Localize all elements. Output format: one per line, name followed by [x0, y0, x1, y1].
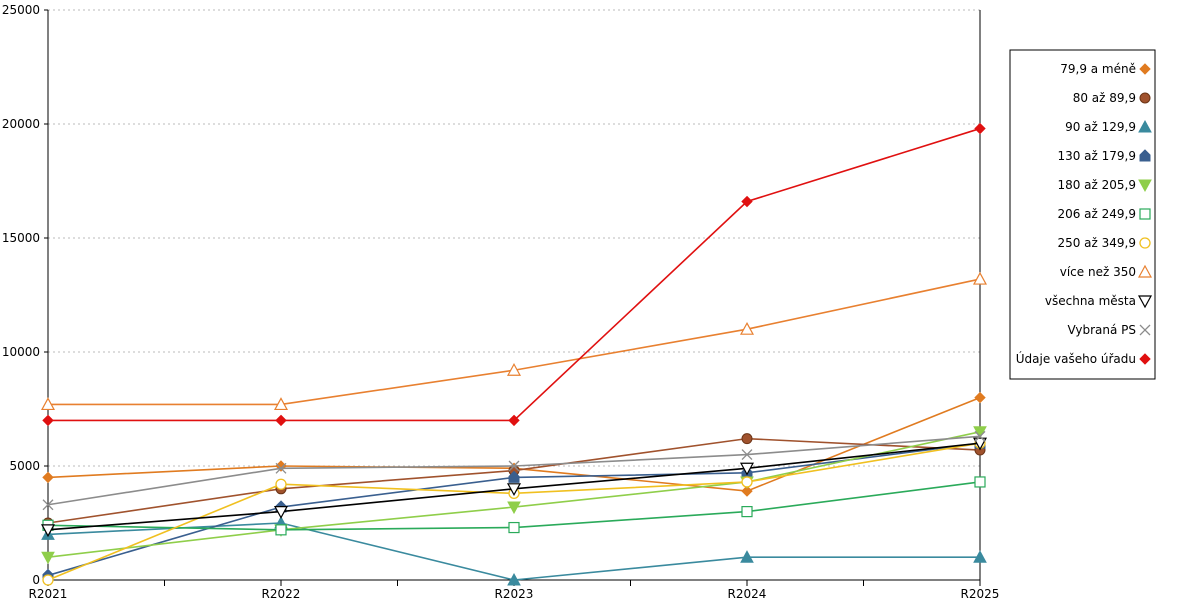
data-point — [42, 574, 54, 586]
data-point — [273, 506, 289, 519]
legend-item: Údaje vašeho úřadu — [1016, 351, 1151, 366]
series-8 — [40, 437, 988, 538]
data-point — [275, 524, 287, 536]
legend-item: 90 až 129,9 — [1065, 119, 1152, 134]
series-lines — [40, 122, 988, 586]
series-line — [48, 127, 981, 422]
legend-marker — [1137, 295, 1153, 309]
data-point — [974, 476, 986, 488]
x-tick-label: R2021 — [29, 587, 68, 600]
data-point — [507, 501, 521, 515]
data-point — [507, 572, 521, 586]
legend-marker — [1139, 324, 1151, 336]
data-point — [973, 426, 987, 439]
data-point — [974, 430, 986, 442]
legend-label: Vybraná PS — [1067, 323, 1136, 337]
y-tick-label: 15000 — [2, 231, 40, 245]
legend-marker — [1138, 179, 1152, 193]
data-point — [506, 483, 522, 497]
data-point — [40, 397, 56, 411]
legend-item: 80 až 89,9 — [1073, 91, 1151, 105]
data-point — [741, 195, 753, 208]
data-point — [973, 550, 987, 563]
legend-item: 180 až 205,9 — [1057, 178, 1152, 193]
y-tick-label: 25000 — [2, 3, 40, 17]
data-point — [972, 271, 988, 285]
series-line — [48, 278, 981, 406]
y-tick-label: 20000 — [2, 117, 40, 131]
x-tick-label: R2025 — [961, 587, 1000, 600]
legend-label: Údaje vašeho úřadu — [1016, 351, 1136, 366]
data-point — [42, 471, 54, 484]
legend: 79,9 a méně 80 až 89,9 90 až 129,9 130 až 1… — [1009, 49, 1156, 380]
legend-label: 80 až 89,9 — [1073, 91, 1136, 105]
legend-item: více než 350 — [1060, 264, 1153, 279]
legend-marker — [1139, 63, 1151, 75]
legend-label: 90 až 129,9 — [1065, 120, 1136, 134]
legend-label: všechna města — [1045, 294, 1136, 308]
data-point — [273, 397, 289, 411]
gridlines — [48, 9, 980, 467]
legend-item: všechna města — [1045, 294, 1153, 309]
legend-item: 250 až 349,9 — [1057, 236, 1151, 250]
legend-marker — [1137, 264, 1153, 278]
data-point — [974, 122, 986, 135]
series-10 — [42, 122, 986, 427]
legend-label: 250 až 349,9 — [1057, 236, 1136, 250]
series-9 — [42, 430, 986, 511]
data-point — [741, 476, 753, 488]
y-tick-label: 5000 — [9, 459, 40, 473]
legend-marker — [1139, 237, 1151, 249]
series-2 — [41, 515, 987, 586]
data-point — [508, 470, 520, 483]
legend-box — [1009, 49, 1156, 380]
data-point — [739, 321, 755, 335]
legend-label: 180 až 205,9 — [1057, 178, 1136, 192]
data-point — [508, 414, 520, 427]
legend-marker — [1139, 208, 1151, 220]
data-point — [972, 437, 988, 451]
data-point — [506, 362, 522, 376]
series-7 — [40, 271, 988, 411]
data-point — [508, 460, 520, 472]
data-point — [275, 462, 287, 474]
data-point — [42, 414, 54, 427]
legend-item: 130 až 179,9 — [1057, 149, 1151, 163]
x-tick-label: R2023 — [495, 587, 534, 600]
legend-marker — [1139, 92, 1151, 104]
data-point — [41, 551, 55, 565]
legend-label: více než 350 — [1060, 265, 1136, 279]
data-point — [741, 449, 753, 461]
data-point — [741, 485, 753, 497]
data-point — [508, 521, 520, 534]
data-point — [739, 462, 755, 476]
legend-label: 79,9 a méně — [1060, 62, 1136, 76]
data-point — [42, 499, 54, 511]
axes: 0 5000 10000 15000 20000 25000 R2021 R2022 R2023… — [2, 3, 1000, 600]
data-point — [974, 391, 986, 404]
data-point — [740, 550, 754, 563]
data-point — [40, 524, 56, 538]
data-point — [741, 506, 753, 518]
legend-item: 79,9 a méně — [1060, 62, 1151, 76]
legend-marker — [1139, 353, 1151, 365]
data-point — [275, 478, 287, 490]
y-tick-label: 10000 — [2, 345, 40, 359]
y-tick-label: 0 — [32, 573, 40, 587]
legend-item: Vybraná PS — [1067, 323, 1151, 337]
legend-marker — [1138, 119, 1152, 133]
legend-label: 130 až 179,9 — [1057, 149, 1136, 163]
legend-item: 206 až 249,9 — [1057, 207, 1151, 221]
x-tick-label: R2024 — [728, 587, 767, 600]
legend-marker — [1139, 149, 1151, 162]
legend-label: 206 až 249,9 — [1057, 207, 1136, 221]
data-point — [275, 414, 287, 427]
x-tick-label: R2022 — [262, 587, 301, 600]
data-point — [741, 433, 753, 445]
